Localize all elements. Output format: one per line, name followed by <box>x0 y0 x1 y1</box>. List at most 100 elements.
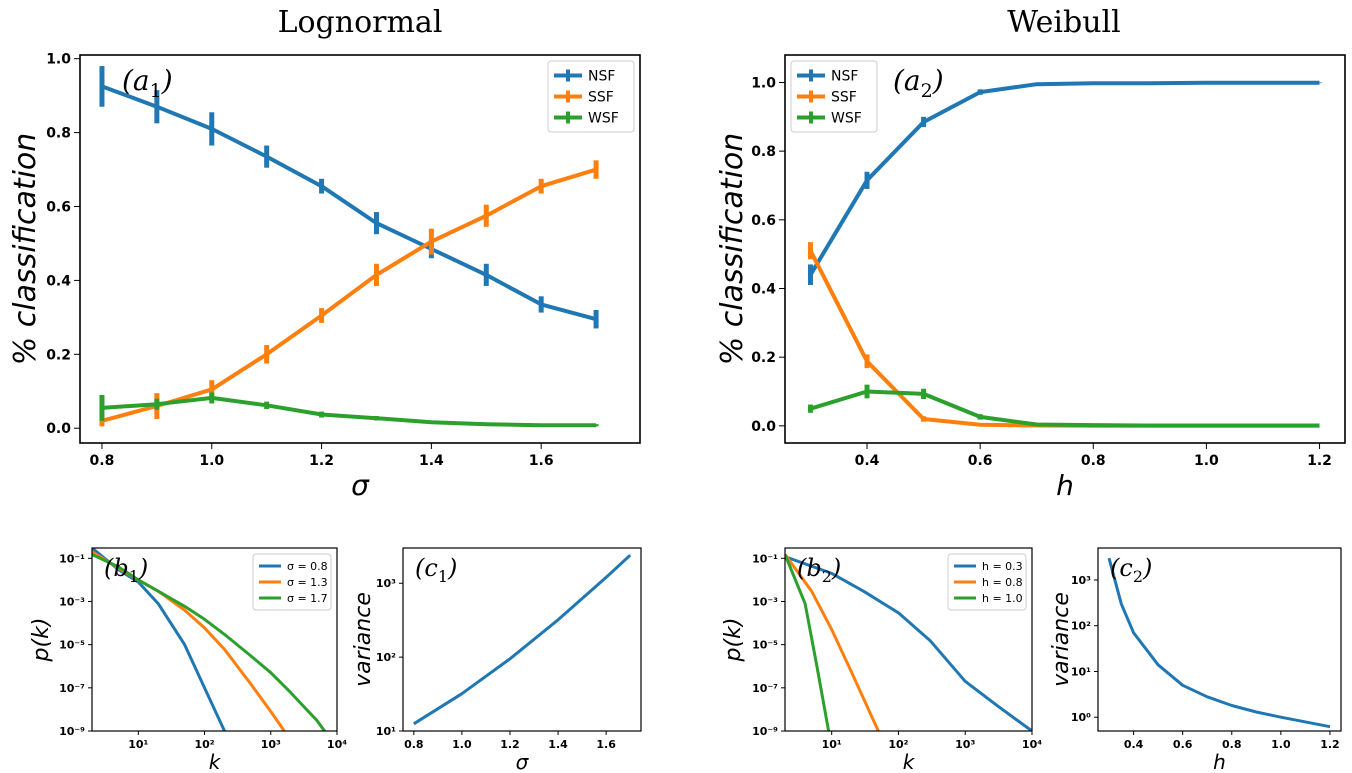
y-tick-label: 10⁻¹ <box>752 552 778 565</box>
title-weibull: Weibull <box>1007 5 1120 40</box>
legend-box <box>947 553 1027 611</box>
x-tick-label: 1.0 <box>1271 738 1291 751</box>
legend-label: σ = 0.8 <box>287 560 328 573</box>
x-axis-label: h <box>1213 750 1226 773</box>
legend: NSF SSF WSF <box>547 60 635 133</box>
x-tick-label: 10² <box>888 738 908 751</box>
x-tick-label: 10¹ <box>128 738 148 751</box>
legend-label: SSF <box>588 90 614 106</box>
x-axis-label: h <box>1056 469 1074 502</box>
x-tick-label: 0.6 <box>968 453 993 469</box>
y-axis-label: variance <box>351 592 376 687</box>
y-tick-label: 10⁻³ <box>752 595 778 608</box>
plot-area <box>413 554 632 726</box>
panel-label: (b1) <box>104 554 148 586</box>
legend-label: WSF <box>831 111 862 127</box>
y-axis-label: p(k) <box>29 618 54 663</box>
x-tick-label: 10⁴ <box>1022 738 1042 751</box>
legend-label: h = 0.3 <box>982 560 1023 573</box>
y-tick-label: 0.2 <box>751 350 776 366</box>
legend: NSF SSF WSF <box>790 60 878 133</box>
y-tick-label: 0.6 <box>46 200 71 216</box>
x-tick-label: 1.6 <box>529 453 554 469</box>
x-tick-label: 10³ <box>955 738 975 751</box>
x-tick-label: 10² <box>194 738 214 751</box>
chart-b1: 10¹ 10² 10³ 10⁴ 10⁻⁹ 10⁻⁷ 10⁻⁵ 10⁻³ 10⁻¹ p(k) k (b1… <box>29 547 347 773</box>
y-tick-label: 10³ <box>1071 574 1091 587</box>
y-tick-label: 0.2 <box>46 347 71 363</box>
series-line-SSF <box>101 167 597 423</box>
title-lognormal: Lognormal <box>278 5 443 40</box>
x-axis-label: k <box>209 750 222 773</box>
legend-label: SSF <box>831 90 857 106</box>
y-tick-label: 10⁻⁵ <box>752 639 778 652</box>
legend-label: WSF <box>588 111 619 127</box>
series-line-NSF <box>808 80 1320 276</box>
y-tick-label: 0.6 <box>751 213 776 229</box>
axes-frame <box>402 547 642 732</box>
x-tick-label: 1.2 <box>309 453 334 469</box>
panel-label: (c2) <box>1110 554 1152 586</box>
series-line-0 <box>1107 557 1331 729</box>
legend: h = 0.3 h = 0.8 h = 1.0 <box>947 553 1027 611</box>
x-tick-label: 0.4 <box>855 453 880 469</box>
plot-area <box>807 80 1323 428</box>
x-axis-label: σ <box>351 469 370 502</box>
x-tick-label: 1.2 <box>500 738 520 751</box>
y-tick-label: 0.8 <box>46 126 71 142</box>
x-tick-label: 1.4 <box>548 738 568 751</box>
chart-c2: 0.4 0.6 0.8 1.0 1.2 10⁰ 10¹ 10² 10³ variance h (c2) <box>1049 547 1342 773</box>
x-tick-label: 0.4 <box>1124 738 1144 751</box>
x-tick-label: 10³ <box>261 738 281 751</box>
y-tick-label: 10³ <box>376 577 396 590</box>
x-tick-label: 10⁴ <box>327 738 347 751</box>
y-tick-label: 0.8 <box>751 144 776 160</box>
y-tick-label: 10² <box>376 651 396 664</box>
axes-frame <box>784 54 1346 444</box>
y-tick-label: 10⁻⁷ <box>752 682 778 695</box>
y-tick-label: 0.0 <box>46 421 71 437</box>
series-line-WSF <box>809 389 1320 428</box>
x-tick-label: 1.6 <box>596 738 616 751</box>
legend-box <box>252 553 332 611</box>
axes-frame <box>91 547 338 732</box>
x-tick-label: 1.4 <box>419 453 444 469</box>
legend-label: σ = 1.7 <box>287 592 328 605</box>
y-tick-label: 10⁻¹ <box>59 552 85 565</box>
series-line-h-1-0 <box>785 553 831 731</box>
x-axis-label: k <box>903 750 916 773</box>
x-tick-label: 1.0 <box>199 453 224 469</box>
series-line-h-0-3 <box>785 555 1032 731</box>
y-tick-label: 1.0 <box>751 75 776 91</box>
y-tick-label: 10⁻³ <box>59 595 85 608</box>
x-tick-label: 0.8 <box>404 738 424 751</box>
y-tick-label: 0.0 <box>751 419 776 435</box>
legend-label: h = 0.8 <box>982 576 1023 589</box>
panel-label: (a1) <box>122 64 173 102</box>
panel-label: (c1) <box>415 554 457 586</box>
x-axis-label: σ <box>516 750 530 773</box>
series-line-NSF <box>101 84 597 322</box>
axes-frame <box>79 54 641 444</box>
y-tick-label: 10⁻⁹ <box>752 725 778 738</box>
y-tick-label: 10⁻⁵ <box>59 639 85 652</box>
y-tick-label: 0.4 <box>46 273 71 289</box>
x-tick-label: 0.8 <box>1081 453 1106 469</box>
y-tick-label: 10⁻⁹ <box>59 725 85 738</box>
series-line-SSF <box>808 249 1320 428</box>
plots: 0.8 1.0 1.2 1.4 1.6 0.0 0.2 0.4 0.6 0.8 1.0 % class… <box>8 52 1346 773</box>
y-axis-label: % classification <box>715 133 750 366</box>
y-tick-label: 1.0 <box>46 52 71 68</box>
axes-frame <box>1097 547 1342 732</box>
y-tick-label: 10¹ <box>376 725 396 738</box>
legend-label: NSF <box>588 69 615 85</box>
x-tick-label: 0.8 <box>1222 738 1242 751</box>
chart-b2: 10¹ 10² 10³ 10⁴ 10⁻⁹ 10⁻⁷ 10⁻⁵ 10⁻³ 10⁻¹ p(k) k (b2… <box>721 547 1042 773</box>
axes-frame <box>784 547 1033 732</box>
legend-label: h = 1.0 <box>982 592 1023 605</box>
x-tick-label: 0.8 <box>90 453 115 469</box>
y-tick-label: 0.4 <box>751 281 776 297</box>
plot-area <box>785 553 1032 731</box>
